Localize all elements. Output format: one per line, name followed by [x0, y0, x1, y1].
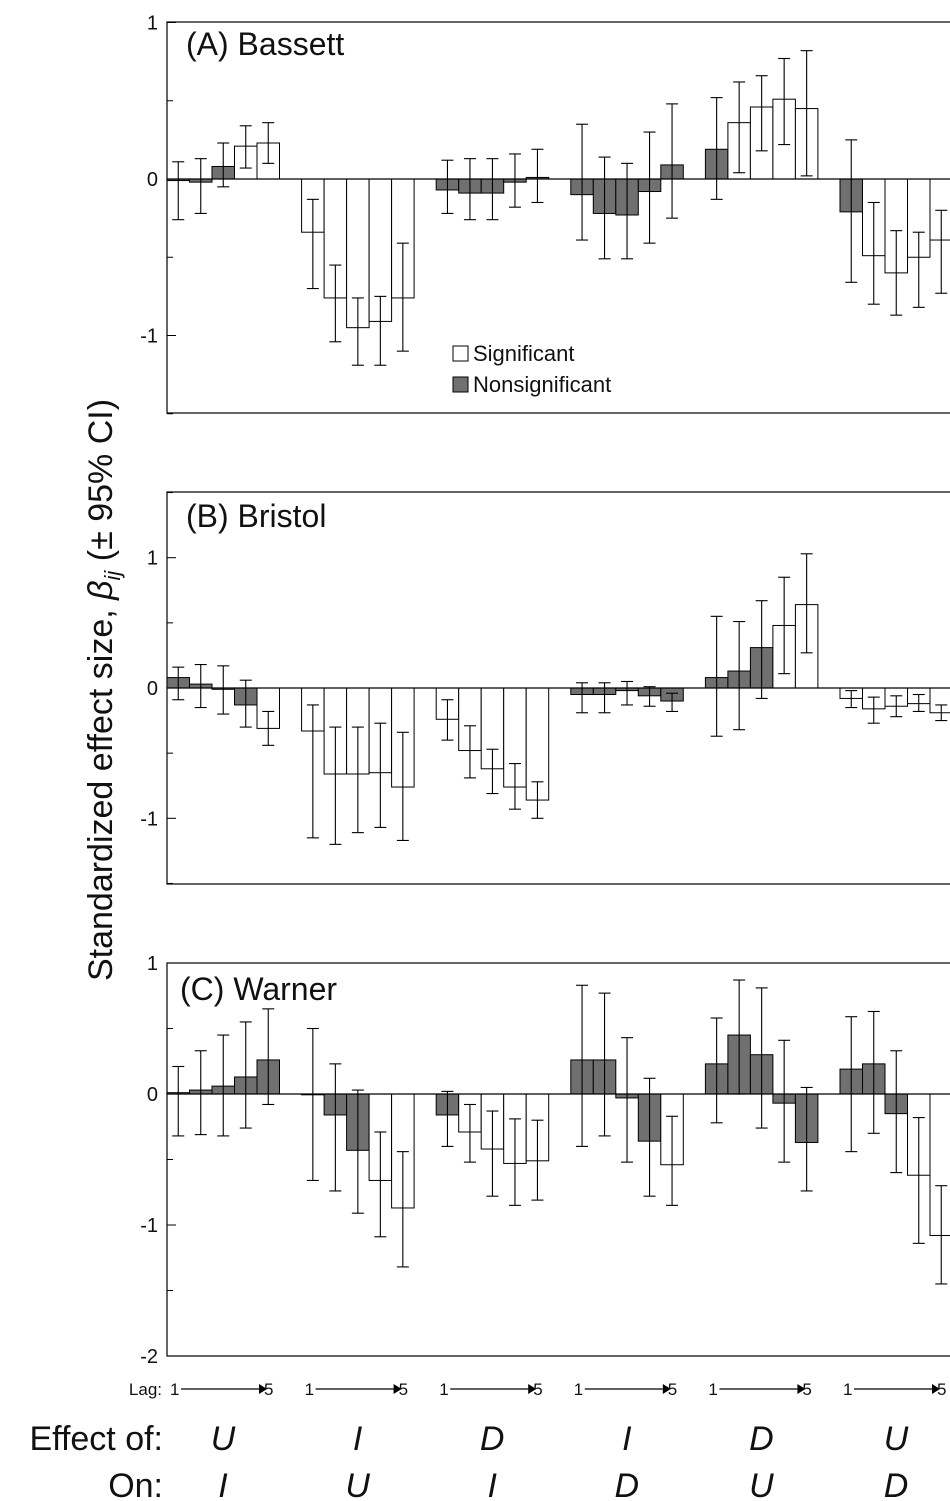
- y-axis-label-prefix: Standardized effect size,: [82, 600, 120, 981]
- bar-significant: [929, 178, 950, 241]
- on-label: On:: [108, 1467, 163, 1501]
- legend-significant-label: Significant: [473, 341, 575, 366]
- effect-of-letter: I: [622, 1420, 632, 1458]
- effect-of-label: Effect of:: [29, 1420, 163, 1458]
- y-tick-label: -1: [140, 808, 158, 830]
- panel-title: (A) Bassett: [186, 26, 344, 62]
- bar-significant: [929, 687, 950, 714]
- lag-end: 5: [399, 1380, 408, 1399]
- lag-start: 1: [574, 1380, 583, 1399]
- lag-end: 5: [668, 1380, 677, 1399]
- panel-title: (C) Warner: [180, 971, 337, 1007]
- legend-nonsignificant-label: Nonsignificant: [473, 372, 611, 397]
- lag-start: 1: [305, 1380, 314, 1399]
- lag-arrow-head: [393, 1384, 402, 1394]
- y-axis-label: Standardized effect size, βij (± 95% CI): [82, 399, 125, 981]
- lag-arrow-head: [797, 1384, 806, 1394]
- on-letter: I: [218, 1467, 228, 1501]
- y-tick-label: 1: [147, 13, 158, 35]
- y-axis-label-suffix: (± 95% CI): [82, 399, 120, 571]
- y-tick-label: 0: [147, 1084, 158, 1106]
- panel-frame: [166, 962, 950, 1357]
- on-letter: U: [345, 1467, 370, 1501]
- bar-significant: [929, 1093, 950, 1236]
- y-axis-label-subscript: ij: [100, 570, 125, 581]
- lag-end: 5: [533, 1380, 542, 1399]
- lag-start: 1: [439, 1380, 448, 1399]
- lag-end: 5: [264, 1380, 273, 1399]
- legend-nonsignificant-swatch: [452, 376, 469, 393]
- lag-start: 1: [170, 1380, 179, 1399]
- lag-start: 1: [843, 1380, 852, 1399]
- lag-end: 5: [802, 1380, 811, 1399]
- y-tick-label: -2: [140, 1346, 158, 1368]
- lag-start: 1: [708, 1380, 717, 1399]
- y-axis-label-beta: β: [82, 580, 120, 600]
- legend: Significant Nonsignificant: [452, 341, 611, 397]
- effect-of-letter: U: [884, 1420, 909, 1458]
- lag-label: Lag:: [129, 1380, 162, 1399]
- y-tick-label: -1: [140, 326, 158, 348]
- on-letter: D: [884, 1467, 909, 1501]
- lag-arrow-head: [932, 1384, 940, 1394]
- lag-arrow-head: [259, 1384, 267, 1394]
- panel-title: (B) Bristol: [186, 498, 326, 534]
- panel-0: 1 0 -1 (A) Bassett: [140, 13, 950, 415]
- effect-of-letter: D: [749, 1420, 774, 1458]
- on-letter: U: [749, 1467, 774, 1501]
- legend-significant-swatch: [452, 345, 469, 362]
- y-tick-label: -1: [140, 1215, 158, 1237]
- effect-of-letter: I: [353, 1420, 363, 1458]
- on-letter: I: [487, 1467, 497, 1501]
- on-letter: D: [615, 1467, 640, 1501]
- lag-arrow-head: [662, 1384, 671, 1394]
- panels: 1 0 -1 (A) Bassett 1 0 -1 (B) Bristol 1 0 -1 -2 (C) …: [140, 13, 950, 1368]
- lag-arrow-head: [528, 1384, 537, 1394]
- y-tick-label: 0: [147, 169, 158, 191]
- y-tick-label: 1: [147, 548, 158, 570]
- panel-frame: [166, 21, 950, 414]
- effect-of-letter: D: [480, 1420, 505, 1458]
- panel-1: 1 0 -1 (B) Bristol: [140, 491, 950, 885]
- effect-of-letter: U: [211, 1420, 236, 1458]
- lag-end: 5: [937, 1380, 946, 1399]
- panel-2: 1 0 -1 -2 (C) Warner: [140, 953, 950, 1368]
- y-tick-label: 1: [147, 953, 158, 975]
- lag-arrows: 1 5 1 5 1 5 1 5 1 5 1 5: [170, 1380, 946, 1399]
- y-tick-label: 0: [147, 678, 158, 700]
